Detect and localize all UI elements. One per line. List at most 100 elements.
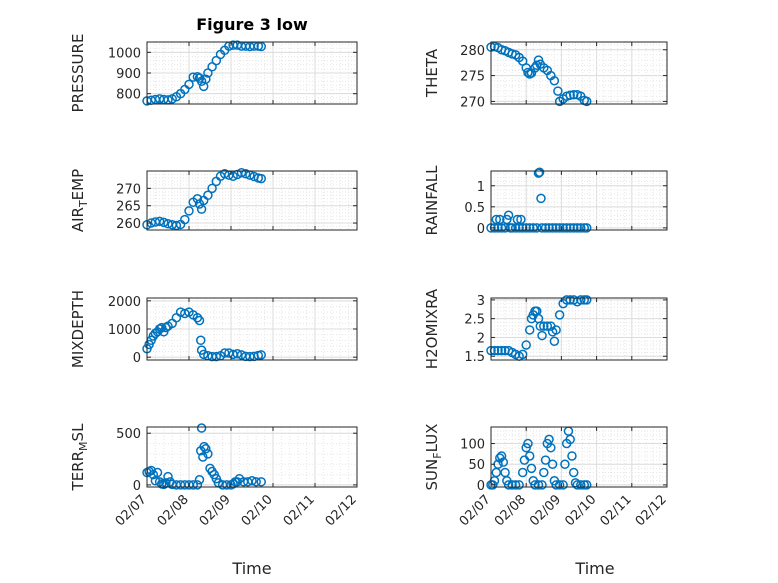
data-point	[203, 190, 213, 201]
x-axis-label-right: Time	[574, 559, 614, 578]
data-point	[256, 350, 266, 360]
y-axis-label: H2OMIXRA	[423, 288, 441, 369]
panel-terr-msl: 0 500 02/07 02/08 02/09 02/10 02/11 02/12 TERRMS…	[69, 423, 360, 529]
data-point	[581, 96, 592, 107]
data-point	[524, 451, 535, 461]
data-point	[507, 480, 517, 490]
y-tick-label: 800	[116, 88, 141, 103]
panel-h2omixra: 1.5 2 2.5 3 H2OMIXRA	[423, 288, 668, 369]
panel-rainfall: 0 0.5 1 RAINFALL	[423, 165, 668, 237]
x-tick-label: 02/07	[457, 492, 494, 529]
data-point	[211, 351, 222, 362]
data-point	[184, 206, 194, 216]
data-point	[530, 480, 540, 490]
data-point	[581, 295, 592, 305]
data-point	[236, 167, 247, 178]
data-point	[558, 480, 568, 490]
data-point	[554, 480, 565, 490]
data-point	[159, 217, 169, 228]
data-point	[521, 340, 531, 350]
data-point	[581, 480, 592, 490]
data-point	[198, 349, 209, 360]
y-tick-label: 260	[116, 217, 141, 232]
data-point	[561, 295, 572, 305]
y-tick-label: 0	[477, 479, 485, 494]
data-point	[500, 223, 510, 233]
data-point	[194, 475, 205, 485]
y-tick-label: 265	[116, 200, 141, 215]
data-point	[532, 223, 542, 233]
y-axis-label: RAINFALL	[423, 165, 441, 236]
data-point	[565, 434, 575, 445]
data-point	[247, 476, 257, 486]
data-point	[560, 459, 570, 469]
data-point	[549, 336, 560, 346]
y-tick-label: 2	[477, 331, 485, 346]
y-tick-label: 275	[460, 70, 485, 85]
data-point	[491, 214, 502, 225]
x-tick-label: 02/10	[239, 492, 276, 529]
y-tick-label: 2000	[108, 295, 141, 310]
data-point	[251, 477, 261, 487]
data-point	[539, 467, 549, 478]
data-point	[523, 438, 533, 449]
data-point	[192, 480, 203, 490]
data-point	[180, 214, 190, 225]
axes-box	[146, 170, 358, 231]
y-tick-label: 3	[477, 294, 485, 309]
y-tick-label: 0	[133, 351, 141, 366]
x-tick-label: 02/12	[323, 492, 360, 529]
data-point	[517, 467, 528, 478]
data-point	[536, 193, 546, 204]
y-axis-label: MIXDEPTH	[69, 290, 87, 368]
data-point	[514, 480, 524, 490]
data-point	[498, 457, 509, 467]
data-point	[192, 312, 203, 323]
data-point	[539, 321, 549, 331]
data-point	[547, 223, 558, 233]
data-point	[510, 223, 521, 233]
y-tick-label: 0.5	[464, 201, 485, 216]
y-axis-label: AIRTEMP	[69, 169, 90, 232]
panel-mixdepth: 0 1000 2000 MIXDEPTH	[69, 290, 358, 368]
x-axis-label-left: Time	[231, 559, 271, 578]
data-point	[188, 72, 198, 82]
data-point	[152, 467, 163, 478]
data-point	[510, 480, 521, 490]
data-point	[542, 321, 553, 331]
data-point	[503, 480, 514, 490]
data-point	[521, 223, 531, 233]
data-point	[256, 477, 266, 487]
axes-box	[490, 426, 668, 488]
x-tick-label: 02/09	[527, 492, 564, 529]
x-tick-label: 02/12	[633, 492, 670, 529]
data-point	[194, 315, 205, 326]
y-tick-label: 1000	[108, 323, 141, 338]
data-point	[203, 449, 213, 459]
x-tick-label: 02/11	[281, 492, 318, 529]
data-point	[496, 345, 507, 356]
x-tick-label: 02/08	[492, 492, 529, 529]
y-axis-label: THETA	[423, 48, 441, 98]
data-point	[528, 223, 538, 233]
data-point	[495, 214, 505, 225]
data-point	[551, 480, 561, 490]
y-tick-label: 50	[468, 458, 485, 473]
panel-pressure: 800 900 1000 PRESSURE	[69, 34, 358, 112]
data-point	[547, 459, 558, 469]
data-point	[201, 443, 211, 454]
y-axis-label: TERRMSL	[69, 423, 90, 492]
data-point	[256, 173, 266, 184]
axes-box	[146, 426, 358, 488]
data-point	[184, 79, 194, 90]
data-point	[228, 171, 238, 181]
axes-box	[490, 170, 668, 231]
y-axis-label: SUNFLUX	[423, 424, 444, 491]
y-tick-label: 1000	[108, 46, 141, 61]
data-point	[198, 452, 208, 462]
data-point	[507, 223, 517, 233]
data-point	[576, 295, 586, 305]
y-tick-label: 500	[116, 427, 141, 442]
data-point	[502, 214, 512, 225]
